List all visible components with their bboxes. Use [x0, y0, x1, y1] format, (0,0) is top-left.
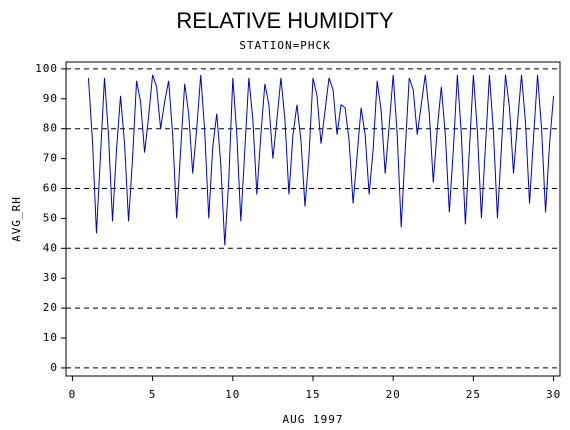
y-tick-label: 20 — [43, 301, 58, 314]
x-tick-label: 15 — [305, 388, 320, 401]
x-axis-label: AUG 1997 — [283, 413, 344, 426]
x-tick-label: 20 — [386, 388, 401, 401]
y-tick-label: 10 — [43, 331, 58, 344]
y-tick-label: 80 — [43, 122, 58, 135]
chart-subtitle: STATION=PHCK — [239, 39, 330, 52]
y-tick-label: 70 — [43, 152, 58, 165]
y-tick-label: 90 — [43, 92, 58, 105]
y-tick-label: 30 — [43, 271, 58, 284]
y-tick-label: 60 — [43, 181, 58, 194]
x-tick-label: 5 — [149, 388, 157, 401]
y-tick-label: 50 — [43, 211, 58, 224]
x-tick-label: 10 — [225, 388, 240, 401]
y-tick-label: 100 — [35, 62, 58, 75]
y-tick-label: 0 — [50, 361, 58, 374]
data-line — [87, 74, 555, 246]
plot-frame — [65, 61, 561, 377]
x-tick-label: 25 — [466, 388, 481, 401]
chart-title: RELATIVE HUMIDITY — [176, 8, 394, 33]
x-tick-label: 30 — [546, 388, 561, 401]
y-axis-label: AVG_RH — [10, 196, 23, 242]
x-tick-label: 0 — [69, 388, 77, 401]
y-tick-label: 40 — [43, 241, 58, 254]
